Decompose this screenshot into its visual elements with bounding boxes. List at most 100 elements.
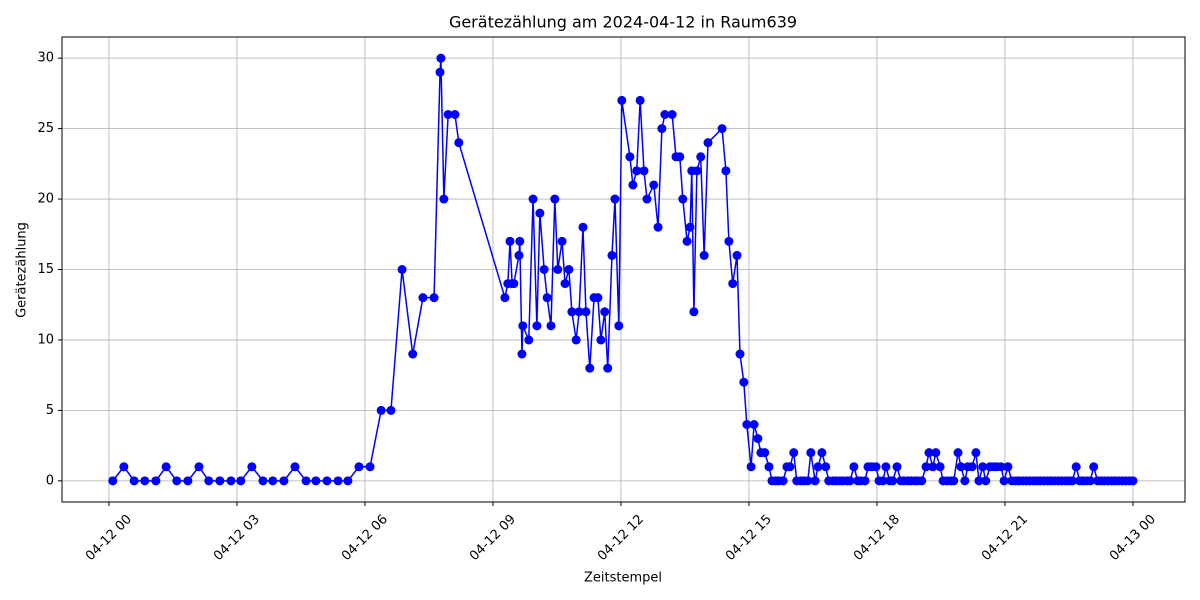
data-point <box>524 335 534 345</box>
data-point <box>806 448 816 458</box>
data-point <box>739 377 749 387</box>
data-point <box>935 462 945 472</box>
data-point <box>632 166 642 176</box>
data-point <box>953 448 963 458</box>
data-point <box>119 462 129 472</box>
data-point <box>749 420 759 429</box>
data-point <box>667 110 677 119</box>
data-point <box>653 222 663 232</box>
data-point <box>1071 462 1081 472</box>
data-point <box>1067 476 1077 486</box>
data-point <box>593 293 603 303</box>
data-point <box>956 462 966 472</box>
data-point <box>454 138 464 148</box>
data-point <box>301 476 311 486</box>
data-point <box>581 307 591 317</box>
data-point <box>981 476 991 486</box>
data-point <box>564 265 574 274</box>
data-point <box>258 476 268 486</box>
data-point <box>625 152 635 162</box>
data-point <box>172 476 182 486</box>
data-point <box>578 222 588 232</box>
data-point <box>717 124 727 134</box>
x-tick-label: 04-12 09 <box>467 512 519 564</box>
data-point <box>129 476 139 486</box>
data-point <box>696 152 706 162</box>
data-point <box>539 265 549 274</box>
data-point <box>785 462 795 472</box>
data-point <box>996 462 1006 472</box>
data-point <box>514 250 524 260</box>
data-point <box>607 250 617 260</box>
data-point <box>532 321 542 331</box>
data-point <box>635 95 645 105</box>
data-point <box>888 476 898 486</box>
data-point <box>204 476 214 486</box>
y-tick-label: 5 <box>46 403 54 418</box>
data-point <box>732 250 742 260</box>
data-point <box>967 462 977 472</box>
data-point <box>649 180 659 190</box>
data-point <box>546 321 556 331</box>
data-point <box>236 476 246 486</box>
data-point <box>642 194 652 204</box>
data-point <box>999 476 1009 486</box>
x-tick-label: 04-12 15 <box>723 512 775 564</box>
data-point <box>279 476 289 486</box>
data-point <box>921 462 931 472</box>
data-point <box>557 236 567 246</box>
data-point <box>311 476 321 486</box>
data-point <box>183 476 193 486</box>
data-point <box>365 462 375 472</box>
x-tick-label: 04-13 00 <box>1107 512 1159 564</box>
data-point <box>1128 476 1138 486</box>
x-axis-label: Zeitstempel <box>584 571 662 586</box>
x-tick-label: 04-12 18 <box>851 512 903 564</box>
data-point <box>960 476 970 486</box>
data-point <box>728 279 738 289</box>
data-point <box>917 476 927 486</box>
data-point <box>429 293 439 303</box>
data-point <box>721 166 731 176</box>
y-tick-label: 10 <box>37 332 54 347</box>
data-point <box>108 476 118 486</box>
data-point <box>450 110 460 119</box>
data-point <box>617 95 627 105</box>
data-point <box>354 462 364 472</box>
data-point <box>343 476 353 486</box>
data-point <box>1085 476 1095 486</box>
data-point <box>924 448 934 458</box>
data-point <box>535 208 545 218</box>
data-point <box>443 110 453 119</box>
data-point <box>699 250 709 260</box>
data-point <box>746 462 756 472</box>
data-point <box>585 363 595 373</box>
data-point <box>931 448 941 458</box>
data-point <box>574 307 584 317</box>
data-point <box>542 293 552 303</box>
y-tick-label: 0 <box>46 473 54 488</box>
y-tick-label: 15 <box>37 262 54 277</box>
x-tick-label: 04-12 00 <box>83 512 135 564</box>
data-point <box>692 166 702 176</box>
data-point <box>724 236 734 246</box>
data-point <box>560 279 570 289</box>
data-point <box>518 321 528 331</box>
data-point <box>515 236 525 246</box>
data-point <box>803 476 813 486</box>
y-tick-label: 25 <box>37 121 54 136</box>
data-point <box>813 462 823 472</box>
data-point <box>290 462 300 472</box>
data-point <box>509 279 519 289</box>
data-point <box>845 476 855 486</box>
data-point <box>397 265 407 274</box>
data-point <box>505 236 515 246</box>
data-point <box>628 180 638 190</box>
data-point <box>322 476 332 486</box>
data-point <box>571 335 581 345</box>
data-point <box>500 293 510 303</box>
x-tick-label: 04-12 12 <box>595 512 647 564</box>
data-point <box>678 194 688 204</box>
